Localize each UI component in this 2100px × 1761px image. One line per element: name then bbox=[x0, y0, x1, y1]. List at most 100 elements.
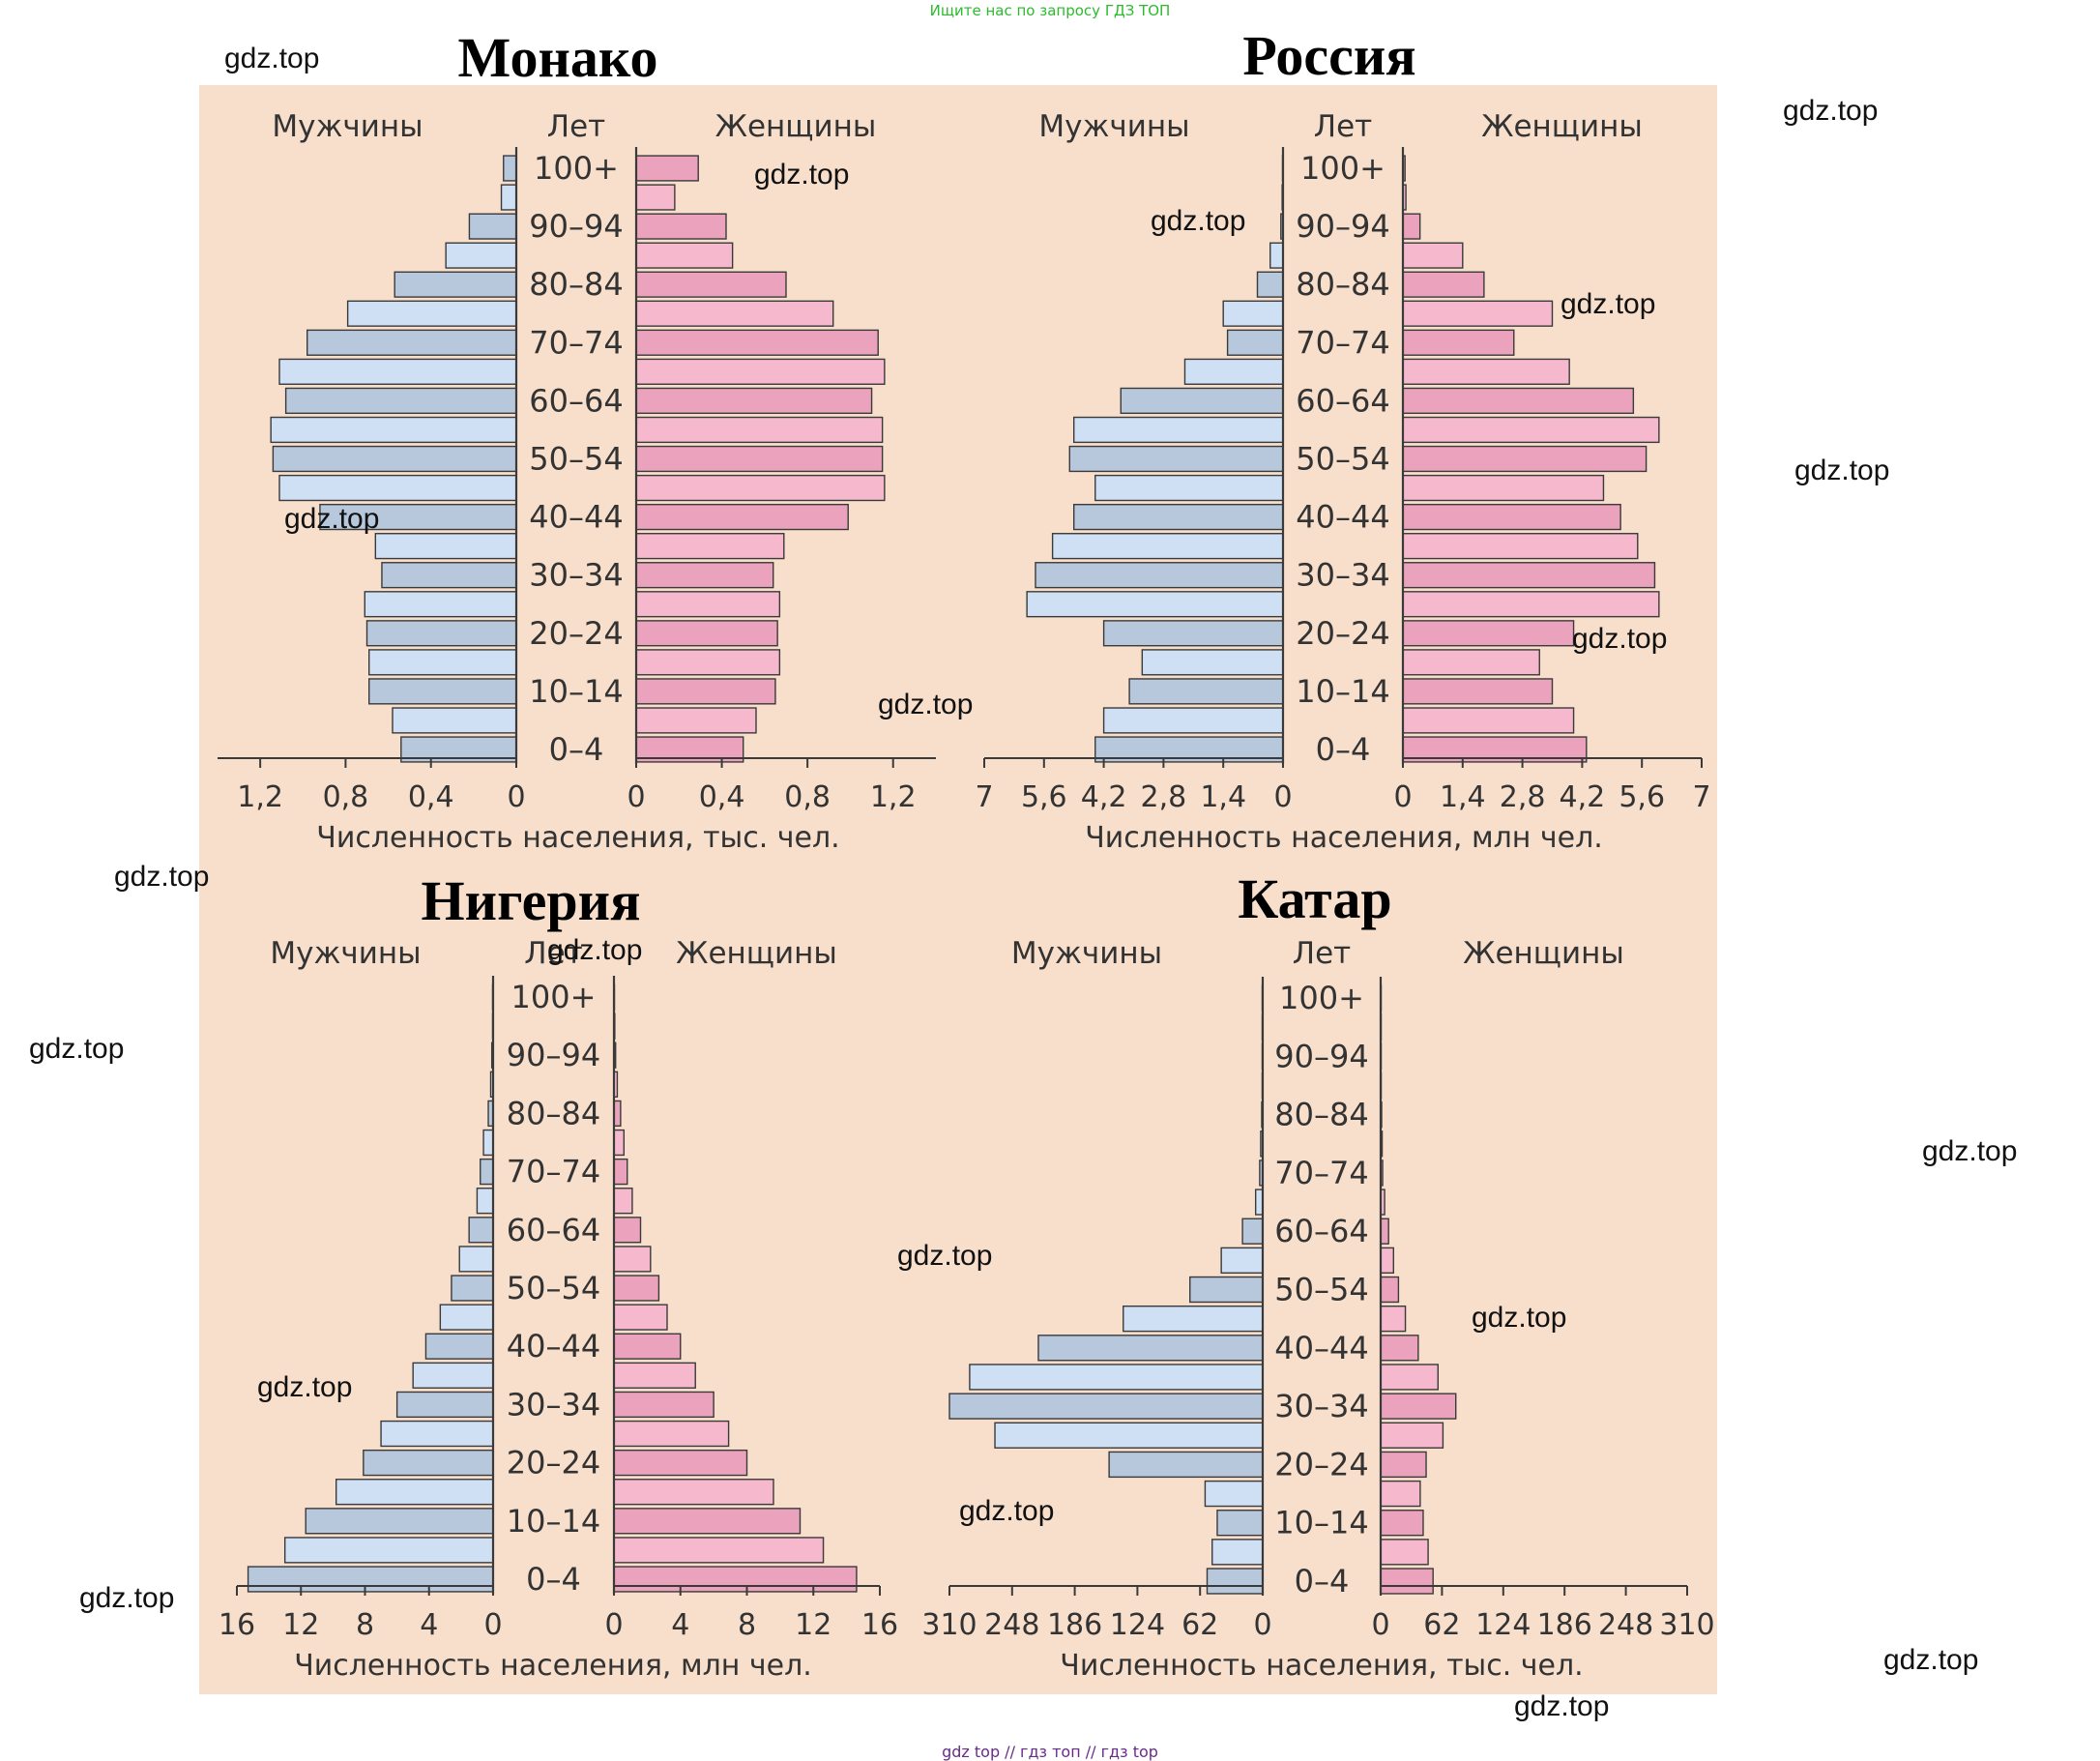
male-bar-monaco bbox=[278, 474, 517, 502]
chart-title-nigeria: Нигерия bbox=[421, 869, 641, 932]
x-tick-label: 0,8 bbox=[323, 780, 369, 814]
age-label: 0–4 bbox=[549, 731, 604, 768]
x-tick-label: 12 bbox=[282, 1608, 319, 1642]
x-tick-label: 4,2 bbox=[1081, 780, 1127, 814]
female-bar-monaco bbox=[635, 678, 776, 705]
female-bar-nigeria bbox=[613, 1449, 748, 1477]
age-label: 90–94 bbox=[529, 208, 623, 245]
x-tick-label: 0,4 bbox=[408, 780, 454, 814]
x-tick-label: 124 bbox=[1475, 1608, 1531, 1642]
female-bar-qatar bbox=[1380, 1247, 1394, 1275]
male-bar-qatar bbox=[1037, 1335, 1264, 1362]
female-bar-qatar bbox=[1380, 1451, 1427, 1479]
male-bar-russia bbox=[1269, 242, 1284, 269]
male-bar-nigeria bbox=[412, 1362, 494, 1389]
x-tick-label: 0,8 bbox=[784, 780, 831, 814]
female-bar-nigeria bbox=[613, 1275, 660, 1302]
x-tick-label: 5,6 bbox=[1021, 780, 1067, 814]
age-label: 100+ bbox=[1279, 980, 1364, 1016]
age-label: 80–84 bbox=[507, 1095, 600, 1131]
male-bar-monaco bbox=[278, 358, 517, 385]
male-bar-russia bbox=[1226, 329, 1284, 356]
male-bar-monaco bbox=[365, 620, 517, 647]
male-bar-monaco bbox=[319, 503, 517, 531]
female-bar-monaco bbox=[635, 533, 785, 560]
male-header: Мужчины bbox=[1011, 936, 1162, 971]
female-bar-monaco bbox=[635, 329, 879, 356]
male-bar-qatar bbox=[969, 1364, 1264, 1391]
female-bar-russia bbox=[1402, 474, 1605, 502]
male-bar-qatar bbox=[1189, 1276, 1264, 1304]
male-bar-russia bbox=[1102, 620, 1284, 647]
x-tick-label: 248 bbox=[1598, 1608, 1653, 1642]
female-bar-nigeria bbox=[613, 1537, 825, 1564]
male-bar-qatar bbox=[994, 1422, 1264, 1449]
x-tick-label: 8 bbox=[738, 1608, 756, 1642]
x-tick-label: 1,4 bbox=[1440, 780, 1486, 814]
male-bar-nigeria bbox=[247, 1566, 494, 1593]
female-bar-russia bbox=[1402, 591, 1660, 618]
age-header: Лет bbox=[1314, 109, 1372, 144]
x-tick-label: 186 bbox=[1047, 1608, 1102, 1642]
age-label: 30–34 bbox=[529, 557, 623, 594]
male-bar-monaco bbox=[374, 533, 517, 560]
x-tick-label: 0 bbox=[1371, 1608, 1389, 1642]
male-bar-nigeria bbox=[439, 1304, 494, 1331]
female-bar-monaco bbox=[635, 184, 676, 211]
x-tick-label: 62 bbox=[1181, 1608, 1218, 1642]
female-bar-monaco bbox=[635, 271, 787, 298]
male-bar-nigeria bbox=[395, 1391, 494, 1419]
female-bar-monaco bbox=[635, 387, 873, 415]
male-bar-monaco bbox=[468, 213, 517, 240]
male-bar-qatar bbox=[948, 1393, 1264, 1420]
watermark-text: gdz.top bbox=[959, 1495, 1055, 1527]
watermark-text: gdz.top bbox=[1472, 1302, 1567, 1334]
chart-title-monaco: Монако bbox=[457, 26, 658, 89]
age-label: 40–44 bbox=[507, 1328, 600, 1365]
female-bar-monaco bbox=[635, 358, 886, 385]
male-bar-qatar bbox=[1216, 1510, 1264, 1537]
x-tick-label: 2,8 bbox=[1141, 780, 1187, 814]
male-bar-monaco bbox=[381, 562, 517, 589]
male-bar-nigeria bbox=[363, 1449, 494, 1477]
x-axis-title: Численность населения, тыс. чел. bbox=[1060, 1649, 1583, 1683]
male-bar-monaco bbox=[394, 271, 517, 298]
female-bar-russia bbox=[1402, 620, 1575, 647]
female-bar-russia bbox=[1402, 649, 1540, 676]
female-bar-nigeria bbox=[613, 1158, 628, 1186]
female-bar-qatar bbox=[1380, 1422, 1444, 1449]
female-bar-nigeria bbox=[613, 1217, 642, 1244]
male-bar-russia bbox=[1072, 503, 1284, 531]
female-bar-nigeria bbox=[613, 1420, 730, 1448]
male-bar-nigeria bbox=[380, 1420, 494, 1448]
male-bar-russia bbox=[1051, 533, 1284, 560]
male-bar-monaco bbox=[364, 591, 517, 618]
x-tick-label: 0 bbox=[1273, 780, 1292, 814]
watermark-text: gdz.top bbox=[1560, 288, 1656, 320]
chart-title-russia: Россия bbox=[1242, 24, 1416, 87]
female-bar-qatar bbox=[1380, 1335, 1419, 1362]
female-bar-monaco bbox=[635, 649, 781, 676]
age-label: 0–4 bbox=[1316, 731, 1371, 768]
age-label: 70–74 bbox=[1274, 1155, 1368, 1191]
chart-title-qatar: Катар bbox=[1238, 867, 1392, 930]
female-bar-russia bbox=[1402, 533, 1639, 560]
male-bar-russia bbox=[1120, 387, 1284, 415]
male-header: Мужчины bbox=[1038, 109, 1189, 144]
male-bar-qatar bbox=[1123, 1305, 1264, 1333]
x-tick-label: 7 bbox=[1692, 780, 1710, 814]
x-tick-label: 0 bbox=[483, 1608, 502, 1642]
watermark-text: gdz.top bbox=[1922, 1135, 2018, 1167]
age-label: 100+ bbox=[1300, 150, 1385, 187]
female-bar-qatar bbox=[1380, 1218, 1389, 1245]
female-bar-monaco bbox=[635, 300, 834, 327]
female-bar-monaco bbox=[635, 620, 778, 647]
age-label: 40–44 bbox=[529, 499, 623, 536]
male-bar-russia bbox=[1141, 649, 1284, 676]
female-bar-russia bbox=[1402, 387, 1635, 415]
female-bar-monaco bbox=[635, 503, 849, 531]
male-bar-russia bbox=[1256, 271, 1284, 298]
male-bar-russia bbox=[1183, 358, 1284, 385]
x-tick-label: 0 bbox=[507, 780, 525, 814]
female-bar-monaco bbox=[635, 242, 734, 269]
